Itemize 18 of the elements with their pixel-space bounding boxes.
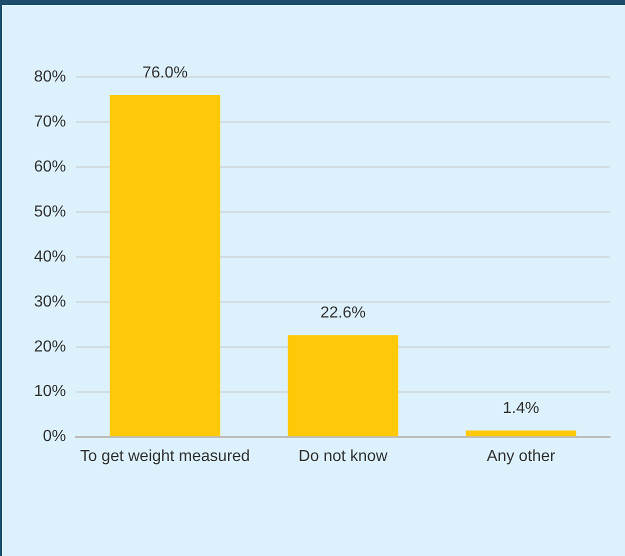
x-tick-label: To get weight measured (80, 448, 250, 465)
bar (110, 94, 220, 436)
x-tick-label: Do not know (298, 448, 388, 465)
y-tick-label: 70% (34, 113, 66, 130)
bar (288, 335, 398, 436)
data-label: 76.0% (142, 64, 188, 82)
y-tick-label: 30% (34, 293, 66, 310)
data-label: 1.4% (502, 400, 540, 417)
y-tick-label: 80% (34, 68, 66, 86)
y-tick-label: 10% (34, 383, 66, 400)
y-tick-label: 0% (42, 428, 66, 446)
y-tick-label: 50% (34, 203, 66, 220)
y-tick-label: 60% (34, 158, 66, 176)
x-tick-label: Any other (486, 448, 556, 465)
bar (466, 430, 576, 436)
data-label: 22.6% (320, 304, 366, 322)
y-tick-label: 40% (34, 248, 66, 266)
y-tick-label: 20% (34, 338, 66, 356)
